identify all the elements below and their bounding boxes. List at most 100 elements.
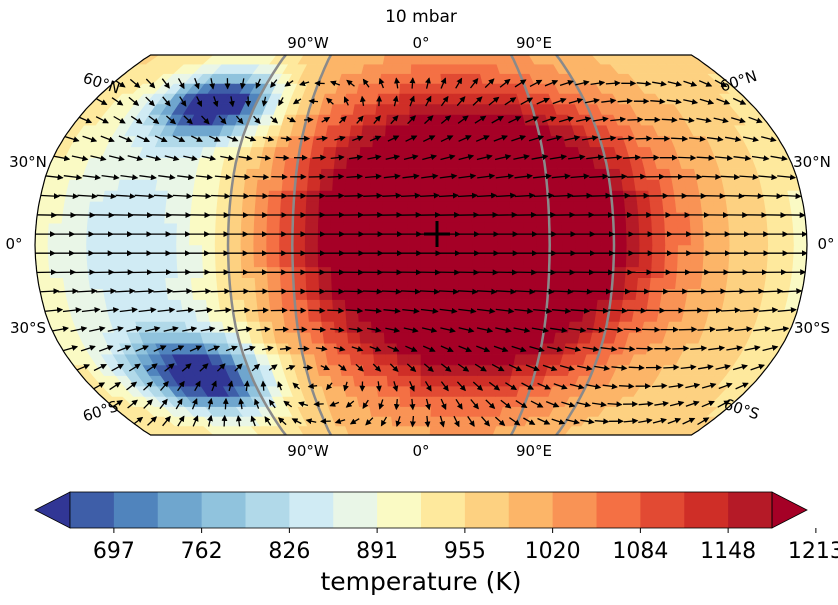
wind-arrow — [702, 176, 721, 177]
temperature-cell — [482, 158, 495, 169]
temperature-cell — [491, 354, 504, 365]
temperature-cell — [99, 234, 112, 245]
temperature-cell — [409, 158, 421, 169]
temperature-cell — [204, 278, 218, 289]
wind-arrow — [275, 329, 288, 330]
wind-arrow — [635, 138, 651, 139]
temperature-cell — [614, 234, 627, 245]
lat-label-left-30s: 30°S — [10, 319, 46, 337]
temperature-cell — [353, 376, 366, 387]
wind-arrow — [192, 291, 211, 292]
temperature-cell — [409, 136, 421, 147]
temperature-cell — [445, 332, 458, 343]
temperature-cell — [63, 278, 77, 289]
temperature-cell — [548, 278, 561, 289]
temperature-cell — [777, 278, 792, 289]
temperature-cell — [459, 180, 472, 191]
temperature-cell — [397, 354, 409, 365]
wind-arrow — [309, 386, 317, 387]
wind-arrow — [553, 291, 573, 292]
temperature-cell — [479, 354, 492, 365]
temperature-cell — [260, 158, 274, 169]
temperature-cell — [651, 212, 665, 223]
temperature-cell — [458, 311, 471, 322]
colorbar-tick-label: 891 — [356, 539, 398, 564]
wind-arrow — [636, 348, 652, 349]
temperature-cell — [755, 245, 768, 256]
temperature-cell — [257, 300, 271, 311]
temperature-cell — [293, 223, 306, 234]
temperature-cell — [457, 343, 470, 354]
temperature-cell — [523, 201, 536, 212]
temperature-cell — [537, 245, 550, 256]
temperature-cell — [344, 201, 357, 212]
temperature-cell — [412, 426, 422, 435]
temperature-cell — [305, 245, 318, 256]
temperature-cell — [168, 180, 183, 191]
temperature-cell — [793, 223, 807, 234]
temperature-cell — [371, 169, 384, 180]
temperature-cell — [409, 169, 422, 180]
temperature-cell — [446, 278, 459, 289]
temperature-cell — [177, 245, 190, 256]
temperature-cell — [523, 212, 536, 223]
wind-arrow — [379, 97, 380, 107]
temperature-cell — [395, 201, 408, 212]
temperature-cell — [50, 278, 65, 289]
temperature-cell — [178, 201, 192, 212]
temperature-cell — [267, 223, 280, 234]
wind-arrow — [724, 196, 744, 197]
temperature-cell — [678, 234, 691, 245]
temperature-cell — [456, 354, 469, 365]
temperature-cell — [665, 234, 678, 245]
temperature-cell — [639, 256, 652, 267]
lon-label-top-90w: 90°W — [287, 34, 329, 52]
temperature-cell — [395, 256, 408, 267]
wind-arrow — [263, 382, 264, 391]
temperature-cell — [118, 180, 133, 191]
wind-arrow — [624, 329, 641, 330]
temperature-cell — [389, 83, 400, 93]
temperature-cell — [637, 201, 651, 212]
temperature-cell — [371, 158, 384, 169]
temperature-cell — [384, 147, 397, 158]
temperature-cell — [332, 201, 345, 212]
temperature-cell — [307, 300, 320, 311]
temperature-cell — [397, 125, 409, 136]
temperature-cell — [536, 278, 549, 289]
temperature-cell — [451, 74, 463, 84]
temperature-cell — [293, 201, 306, 212]
temperature-cell — [652, 223, 665, 234]
colorbar-swatch — [509, 492, 553, 528]
temperature-cell — [333, 180, 346, 191]
colorbar-swatch — [640, 492, 684, 528]
temperature-cell — [408, 256, 421, 267]
temperature-cell — [154, 289, 168, 300]
temperature-cell — [309, 321, 323, 332]
temperature-cell — [536, 212, 549, 223]
temperature-cell — [138, 223, 151, 234]
temperature-cell — [498, 212, 511, 223]
temperature-cell — [167, 289, 181, 300]
wind-arrow — [363, 196, 381, 197]
temperature-cell — [497, 201, 510, 212]
temperature-cell — [271, 311, 285, 322]
temperature-cell — [421, 407, 431, 417]
temperature-cell — [704, 234, 717, 245]
temperature-cell — [35, 256, 49, 267]
temperature-cell — [319, 201, 332, 212]
temperature-cell — [344, 212, 357, 223]
temperature-cell — [562, 212, 575, 223]
temperature-cell — [410, 386, 421, 396]
temperature-cell — [164, 245, 177, 256]
temperature-cell — [794, 234, 807, 245]
temperature-cell — [205, 289, 219, 300]
temperature-cell — [421, 289, 434, 300]
temperature-cell — [228, 245, 241, 256]
temperature-cell — [87, 256, 101, 267]
temperature-cell — [191, 278, 205, 289]
wind-arrow — [572, 196, 592, 197]
colorbar-swatch — [421, 492, 465, 528]
temperature-cell — [716, 256, 730, 267]
temperature-cell — [742, 256, 756, 267]
